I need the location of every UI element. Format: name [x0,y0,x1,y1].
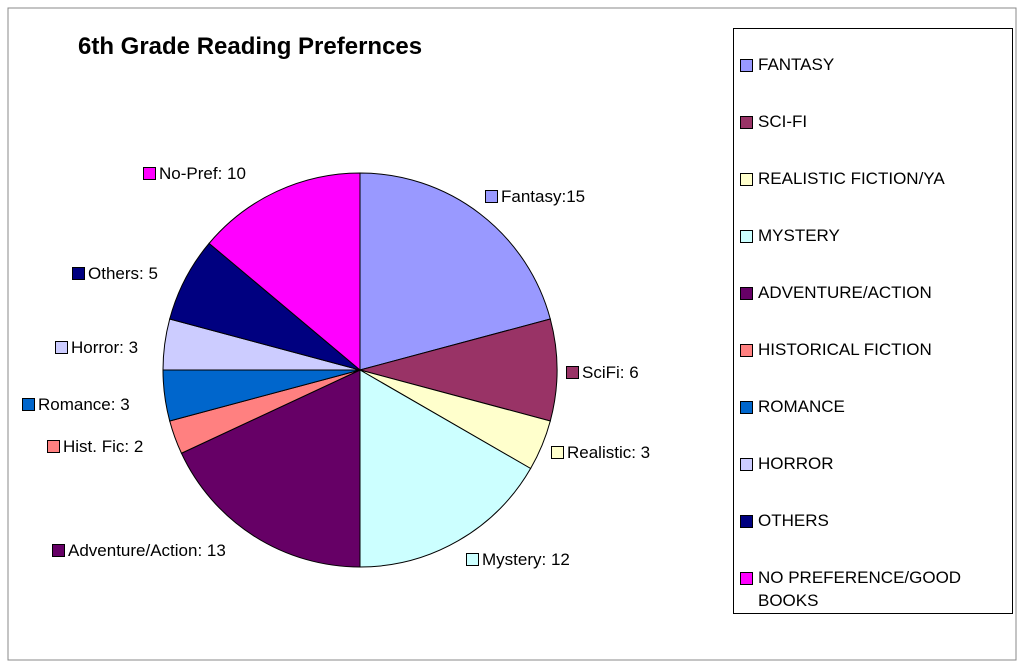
label-swatch [47,440,60,453]
data-label-text: SciFi: 6 [582,363,639,382]
data-label: No-Pref: 10 [143,163,246,185]
data-label: Realistic: 3 [551,442,650,464]
legend-text: OTHERS [758,511,829,530]
legend-item: FANTASY [740,53,1018,76]
legend-swatch [740,116,753,129]
data-label-text: Fantasy:15 [501,187,586,206]
legend-swatch [740,59,753,72]
legend-swatch [740,230,753,243]
legend-swatch [740,515,753,528]
data-label: Adventure/Action: 13 [52,540,242,562]
data-label-text: Horror: 3 [71,338,139,357]
label-swatch [55,341,68,354]
legend-item: ADVENTURE/ACTION [740,281,1018,304]
legend-item: REALISTIC FICTION/YA [740,167,1018,190]
label-swatch [143,167,156,180]
legend: FANTASY SCI-FI REALISTIC FICTION/YA MYSTERY… [733,28,1013,614]
label-swatch [22,398,35,411]
legend-text: ADVENTURE/ACTION [758,283,932,302]
data-label-text: Mystery: 12 [482,550,570,569]
data-label: Mystery: 12 [466,549,570,571]
legend-item: OTHERS [740,509,1018,532]
legend-item: NO PREFERENCE/GOOD BOOKS [740,566,1018,612]
data-label-text: No-Pref: 10 [159,164,246,183]
data-label-text: Hist. Fic: 2 [63,437,144,456]
label-swatch [566,366,579,379]
data-label-text: Adventure/Action: 13 [68,541,226,560]
data-label: Romance: 3 [22,394,130,416]
legend-text: ROMANCE [758,397,845,416]
legend-text: REALISTIC FICTION/YA [758,169,945,188]
label-swatch [551,446,564,459]
data-label-text: Realistic: 3 [567,443,651,462]
legend-item: ROMANCE [740,395,1018,418]
data-label-text: Others: 5 [88,264,158,283]
pie-slice [208,172,361,372]
label-swatch [466,553,479,566]
data-label: Hist. Fic: 2 [47,436,143,458]
legend-item: SCI-FI [740,110,1018,133]
legend-swatch [740,572,753,585]
legend-text: HORROR [758,454,834,473]
legend-swatch [740,458,753,471]
pie-slice [359,172,551,371]
data-label: Others: 5 [72,263,158,285]
legend-swatch [740,401,753,414]
data-label-text: Romance: 3 [38,395,130,414]
pie-slice [359,369,532,568]
data-label: SciFi: 6 [566,362,639,384]
pie-slice [358,318,558,422]
legend-swatch [740,344,753,357]
legend-text: NO PREFERENCE/GOOD BOOKS [758,568,962,610]
pie-slice [180,369,361,568]
legend-text: FANTASY [758,55,835,74]
label-swatch [485,190,498,203]
legend-swatch [740,287,753,300]
label-swatch [72,267,85,280]
data-label: Fantasy:15 [485,186,585,208]
label-swatch [52,544,65,557]
legend-text: MYSTERY [758,226,840,245]
legend-text: HISTORICAL FICTION [758,340,932,359]
chart-title: 6th Grade Reading Prefernces [78,33,422,60]
data-label: Horror: 3 [55,337,138,359]
legend-item: HISTORICAL FICTION [740,338,1018,361]
legend-text: SCI-FI [758,112,808,131]
legend-item: HORROR [740,452,1018,475]
legend-swatch [740,173,753,186]
legend-item: MYSTERY [740,224,1018,247]
